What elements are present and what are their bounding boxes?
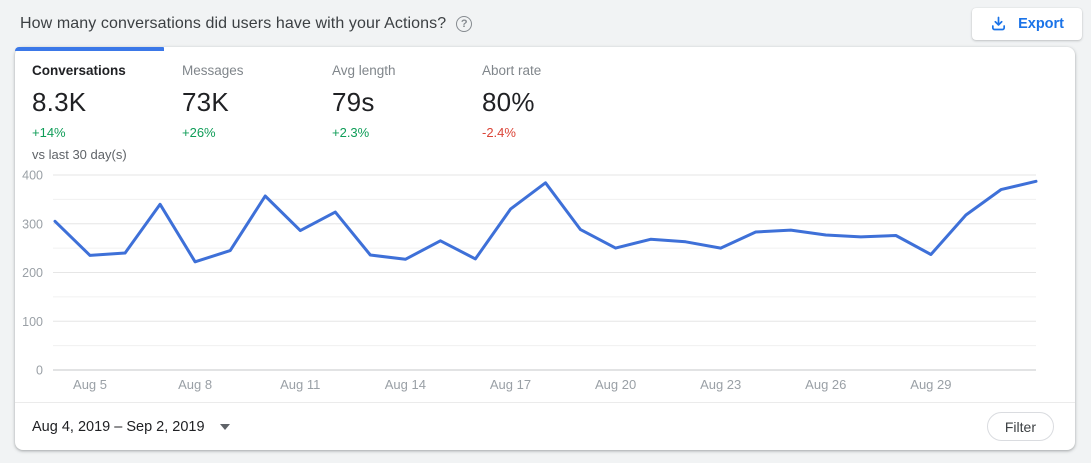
metric-value: 80% xyxy=(482,87,535,117)
help-glyph: ? xyxy=(460,17,468,30)
x-axis-label: Aug 8 xyxy=(178,377,212,392)
metric-label: Abort rate xyxy=(482,63,542,78)
x-axis-label: Aug 17 xyxy=(490,377,531,392)
metric-label: Conversations xyxy=(32,63,126,78)
metric-delta: -2.4% xyxy=(482,125,516,140)
card-footer: Aug 4, 2019 – Sep 2, 2019 Filter xyxy=(15,402,1075,450)
x-axis-label: Aug 26 xyxy=(805,377,846,392)
tab-abort-rate[interactable]: Abort rate 80% -2.4% xyxy=(482,63,632,162)
y-axis-label: 400 xyxy=(22,169,43,183)
date-range-selector[interactable]: Aug 4, 2019 – Sep 2, 2019 xyxy=(32,419,230,435)
date-range-label: Aug 4, 2019 – Sep 2, 2019 xyxy=(32,418,205,435)
x-axis-label: Aug 11 xyxy=(280,377,320,392)
page-title: How many conversations did users have wi… xyxy=(20,14,447,32)
chart-line xyxy=(53,179,1038,264)
x-axis-label: Aug 29 xyxy=(910,377,951,392)
tab-messages[interactable]: Messages 73K +26% xyxy=(182,63,332,162)
metric-value: 73K xyxy=(182,87,229,117)
y-axis-label: 100 xyxy=(22,315,43,329)
x-axis-label: Aug 14 xyxy=(385,377,426,392)
x-axis-label: Aug 20 xyxy=(595,377,636,392)
conversations-line-chart: 0 100 200 300 400 Aug 5 Aug 8 Aug 11 Aug 14 Aug 1… xyxy=(22,169,1038,392)
metric-value: 8.3K xyxy=(32,87,87,117)
export-label: Export xyxy=(1018,15,1064,32)
tab-avg-length[interactable]: Avg length 79s +2.3% xyxy=(332,63,482,162)
metric-value: 79s xyxy=(332,87,375,117)
metric-delta: +14% xyxy=(32,125,66,140)
help-icon[interactable]: ? xyxy=(456,15,473,32)
filter-button[interactable]: Filter xyxy=(986,412,1054,441)
metric-label: Avg length xyxy=(332,63,396,78)
x-axis-label: Aug 5 xyxy=(73,377,107,392)
y-axis-label: 300 xyxy=(22,217,43,231)
x-axis-label: Aug 23 xyxy=(700,377,741,392)
chart-area: 0 100 200 300 400 Aug 5 Aug 8 Aug 11 Aug 14 Aug 1… xyxy=(15,155,1075,405)
download-icon xyxy=(992,16,1006,31)
y-axis-label: 0 xyxy=(36,364,43,378)
selected-tab-indicator xyxy=(15,47,164,51)
y-axis-label: 200 xyxy=(22,266,43,280)
metric-delta: +26% xyxy=(182,125,216,140)
page-header: How many conversations did users have wi… xyxy=(0,0,1091,47)
tab-conversations[interactable]: Conversations 8.3K +14% vs last 30 day(s… xyxy=(32,63,182,162)
metric-tabs: Conversations 8.3K +14% vs last 30 day(s… xyxy=(15,47,1075,162)
metric-delta: +2.3% xyxy=(332,125,370,140)
chevron-down-icon xyxy=(219,423,230,430)
metric-label: Messages xyxy=(182,63,244,78)
metrics-card: Conversations 8.3K +14% vs last 30 day(s… xyxy=(15,47,1075,450)
metric-compare-note: vs last 30 day(s) xyxy=(32,147,127,162)
export-button[interactable]: Export xyxy=(972,7,1082,40)
